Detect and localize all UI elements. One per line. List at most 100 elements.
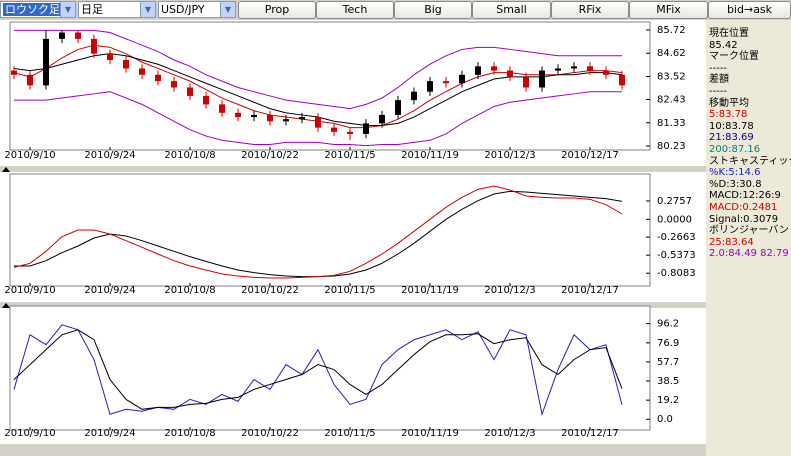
- indicator-line: 差額: [709, 74, 729, 86]
- dropdown-arrow: ▼: [220, 2, 235, 17]
- x-tick-label: 2010/9/24: [84, 428, 135, 439]
- indicator-line: %D:3:30.8: [709, 178, 762, 190]
- candle-body: [331, 127, 337, 132]
- x-tick-label: 2010/12/3: [484, 428, 535, 439]
- toolbar-button[interactable]: bid→ask: [708, 1, 791, 19]
- period-select[interactable]: 日足 ▼: [78, 1, 156, 18]
- indicator-line: -----: [709, 62, 728, 74]
- x-tick-label: 2010/11/19: [401, 428, 459, 439]
- x-tick-label: 2010/10/22: [241, 285, 299, 296]
- indicator-line: MACD:12:26:9: [709, 190, 781, 202]
- toolbar-button[interactable]: Small: [472, 1, 551, 19]
- y-tick-label: 19.2: [657, 395, 679, 406]
- candle-body: [475, 66, 481, 75]
- indicator-line: MACD:0.2481: [709, 201, 778, 213]
- series-line: [13, 324, 623, 417]
- y-tick-label: 82.43: [657, 95, 686, 106]
- indicator-line: 200:87.16: [709, 143, 761, 155]
- candle-body: [427, 81, 433, 92]
- x-tick-label: 2010/9/10: [4, 150, 55, 161]
- candle-body: [123, 60, 129, 69]
- candle-body: [363, 123, 369, 134]
- pair: USD/JPY: [161, 3, 205, 16]
- panel-frame: [9, 21, 651, 151]
- x-tick-label: 2010/12/17: [561, 285, 619, 296]
- x-tick-label: 2010/12/3: [484, 285, 535, 296]
- splitter-arrow: [2, 303, 10, 308]
- dropdown-arrow: ▼: [140, 2, 155, 17]
- y-tick-label: 0.0: [657, 414, 673, 425]
- indicator-line: 2.0:84.49 82.79: [709, 248, 789, 260]
- y-tick-label: 0.0000: [657, 214, 692, 225]
- indicator-line: 21:83.69: [709, 132, 754, 144]
- y-tick-label: 80.23: [657, 141, 686, 152]
- x-tick-label: 2010/9/10: [4, 285, 55, 296]
- candle-body: [59, 32, 65, 39]
- candle-body: [27, 74, 33, 86]
- indicator-line: 10:83.78: [709, 120, 754, 132]
- chart-kind: ロウソク足: [3, 3, 62, 16]
- candle-body: [619, 74, 625, 86]
- candle-body: [443, 81, 449, 84]
- dropdown-arrow: ▼: [60, 2, 75, 17]
- splitter-arrow: [2, 167, 10, 172]
- x-tick-label: 2010/11/5: [324, 285, 375, 296]
- toolbar-button[interactable]: Big: [394, 1, 472, 19]
- candle-body: [203, 95, 209, 105]
- panel-splitter: [0, 302, 706, 308]
- candle-body: [507, 70, 513, 77]
- pair-select[interactable]: USD/JPY ▼: [158, 1, 236, 18]
- indicator-line: Signal:0.3079: [709, 213, 779, 225]
- candle-body: [43, 38, 49, 86]
- candle-body: [107, 53, 113, 61]
- y-tick-label: 96.2: [657, 319, 679, 330]
- indicator-line: 5:83.78: [709, 109, 748, 121]
- x-tick-label: 2010/11/5: [324, 428, 375, 439]
- chart-kind-select[interactable]: ロウソク足 ▼: [0, 1, 76, 18]
- indicator-line: 85.42: [709, 39, 738, 51]
- candle-body: [459, 74, 465, 84]
- x-tick-label: 2010/9/10: [4, 428, 55, 439]
- series-line: [14, 91, 622, 147]
- panel-splitter: [0, 166, 706, 172]
- y-tick-label: 84.62: [657, 48, 686, 59]
- y-tick-label: 76.9: [657, 338, 679, 349]
- y-tick-label: 83.52: [657, 71, 686, 82]
- x-tick-label: 2010/9/24: [84, 150, 135, 161]
- indicator-panel: 現在位置 85.42 マーク位置 ----- 差額 ----- 移動平均 5:83.78 10:…: [706, 20, 791, 456]
- x-tick-label: 2010/10/8: [164, 150, 215, 161]
- candle-body: [11, 70, 17, 75]
- indicator-line: -----: [709, 85, 728, 97]
- candle-body: [187, 87, 193, 96]
- toolbar-button[interactable]: MFix: [629, 1, 708, 19]
- candle-body: [539, 70, 545, 88]
- period: 日足: [81, 3, 103, 16]
- indicator-line: 現在位置: [709, 28, 749, 39]
- x-tick-label: 2010/10/22: [241, 150, 299, 161]
- toolbar-button[interactable]: RFix: [551, 1, 629, 19]
- status-strip: [0, 444, 706, 456]
- panel-frame: [9, 173, 651, 287]
- series-line: [14, 29, 622, 110]
- candle-body: [91, 38, 97, 54]
- x-tick-label: 2010/12/17: [561, 150, 619, 161]
- y-tick-label: -0.5373: [657, 250, 696, 261]
- candle-body: [571, 66, 577, 69]
- candle-body: [603, 70, 609, 75]
- candle-body: [139, 68, 145, 75]
- candle-body: [411, 91, 417, 101]
- candle-body: [491, 66, 497, 71]
- candle-body: [347, 131, 353, 134]
- toolbar-button[interactable]: Tech: [316, 1, 394, 19]
- y-tick-label: 0.2757: [657, 196, 692, 207]
- x-tick-label: 2010/11/19: [401, 150, 459, 161]
- toolbar-button[interactable]: Prop: [238, 1, 316, 19]
- series-line: [13, 329, 623, 410]
- candle-body: [379, 114, 385, 124]
- candle-body: [171, 81, 177, 88]
- indicator-line: マーク位置: [709, 51, 759, 63]
- indicator-line: ボリンジャーバンド: [709, 225, 791, 237]
- x-tick-label: 2010/12/17: [561, 428, 619, 439]
- y-tick-label: 85.72: [657, 25, 686, 36]
